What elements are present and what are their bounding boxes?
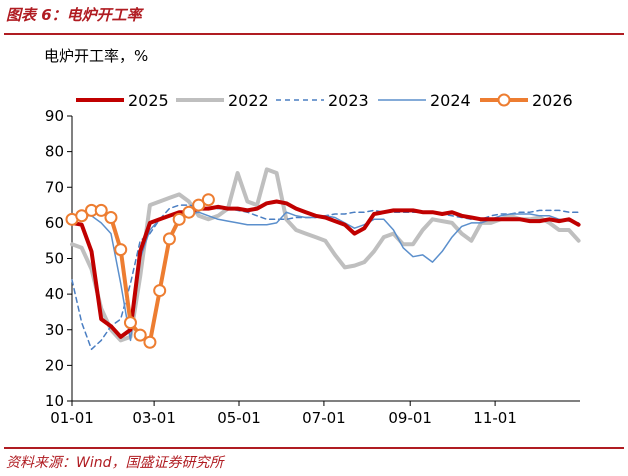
data-point-2026 <box>123 316 137 330</box>
y-tick-label: 60 <box>45 214 64 232</box>
y-tick-label: 20 <box>45 356 64 374</box>
legend-label-2024: 2024 <box>430 91 471 110</box>
data-point-2026 <box>162 232 176 246</box>
x-tick-label: 07-01 <box>302 409 346 427</box>
data-point-2026 <box>192 198 206 212</box>
source-note: 资料来源：Wind，国盛证券研究所 <box>6 455 224 471</box>
legend-marker-2026 <box>497 93 511 107</box>
data-point-2026 <box>114 243 128 257</box>
x-axis: 01-01 03-01 05-01 07-01 09-01 11-01 <box>50 400 580 427</box>
y-tick-label: 50 <box>45 250 64 268</box>
series-line-2025 <box>70 199 581 339</box>
series-group <box>65 167 581 351</box>
y-tick-label: 80 <box>45 143 64 161</box>
legend-label-2026: 2026 <box>532 91 573 110</box>
series-line-2022 <box>70 167 581 343</box>
x-tick-label: 03-01 <box>132 409 176 427</box>
data-point-2026 <box>201 193 215 207</box>
y-tick-label: 30 <box>45 321 64 339</box>
data-point-2026 <box>133 328 147 342</box>
legend: 2025 2022 2023 2024 2026 <box>76 91 573 110</box>
figure-title: 图表 6：电炉开工率 <box>6 6 142 24</box>
y-axis: 10 20 30 40 50 60 70 80 90 <box>45 107 73 410</box>
data-point-2026 <box>182 205 196 219</box>
x-tick-label: 01-01 <box>50 409 94 427</box>
legend-label-2023: 2023 <box>328 91 369 110</box>
data-point-2026 <box>143 335 157 349</box>
x-tick-label: 11-01 <box>473 409 517 427</box>
y-tick-label: 70 <box>45 178 64 196</box>
y-tick-label: 90 <box>45 107 64 125</box>
top-rule <box>4 33 624 35</box>
data-point-2026 <box>75 209 89 223</box>
legend-label-2025: 2025 <box>128 91 169 110</box>
data-point-2026 <box>172 212 186 226</box>
legend-label-2022: 2022 <box>228 91 269 110</box>
bottom-rule <box>4 447 624 449</box>
y-tick-label: 40 <box>45 285 64 303</box>
y-tick-label: 10 <box>45 392 64 410</box>
x-tick-label: 05-01 <box>217 409 261 427</box>
chart-title: 电炉开工率，% <box>44 47 148 65</box>
data-point-2026 <box>104 211 118 225</box>
data-point-2026 <box>94 203 108 217</box>
x-tick-label: 09-01 <box>388 409 432 427</box>
data-point-2026 <box>153 284 167 298</box>
